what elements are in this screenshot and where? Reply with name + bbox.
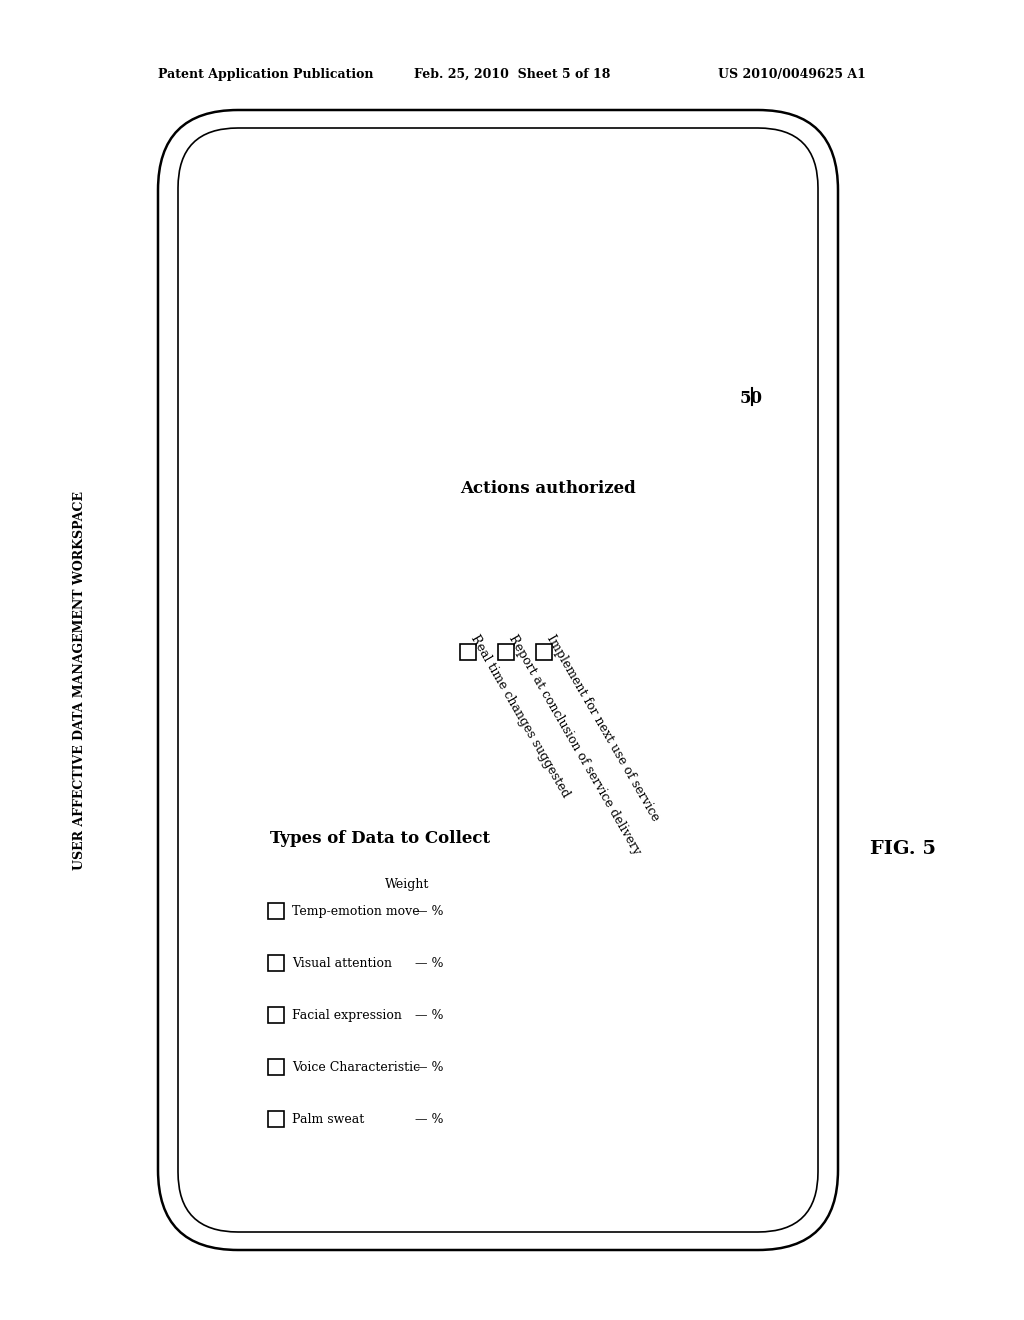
Text: — %: — % (415, 1061, 443, 1074)
Bar (460, 644, 476, 660)
FancyBboxPatch shape (158, 110, 838, 1250)
Text: US 2010/0049625 A1: US 2010/0049625 A1 (718, 69, 866, 81)
Bar (268, 903, 284, 919)
Text: USER AFFECTIVE DATA MANAGEMENT WORKSPACE: USER AFFECTIVE DATA MANAGEMENT WORKSPACE (74, 491, 86, 870)
Text: — %: — % (415, 1008, 443, 1022)
Text: — %: — % (415, 1113, 443, 1126)
Text: Feb. 25, 2010  Sheet 5 of 18: Feb. 25, 2010 Sheet 5 of 18 (414, 69, 610, 81)
Bar (268, 1111, 284, 1127)
Text: Visual attention: Visual attention (292, 957, 392, 970)
Text: — %: — % (415, 957, 443, 970)
Text: Types of Data to Collect: Types of Data to Collect (270, 830, 490, 847)
FancyBboxPatch shape (178, 128, 818, 1232)
Bar (268, 1059, 284, 1074)
Text: Facial expression: Facial expression (292, 1008, 401, 1022)
Text: Palm sweat: Palm sweat (292, 1113, 365, 1126)
Bar (268, 954, 284, 972)
Bar (268, 1007, 284, 1023)
Text: Actions authorized: Actions authorized (460, 480, 636, 498)
Text: Real time changes suggested: Real time changes suggested (468, 632, 572, 800)
Text: Patent Application Publication: Patent Application Publication (158, 69, 374, 81)
Text: FIG. 5: FIG. 5 (870, 840, 936, 858)
Text: — %: — % (415, 906, 443, 917)
Bar (536, 644, 552, 660)
Text: Voice Characteristic: Voice Characteristic (292, 1061, 420, 1074)
Text: Implement for next use of service: Implement for next use of service (544, 632, 662, 824)
Bar (498, 644, 514, 660)
Text: Weight: Weight (385, 878, 429, 891)
Text: Temp-emotion move: Temp-emotion move (292, 906, 420, 917)
Text: 50: 50 (740, 389, 763, 407)
Text: Report at conclusion of service delivery: Report at conclusion of service delivery (506, 632, 643, 857)
